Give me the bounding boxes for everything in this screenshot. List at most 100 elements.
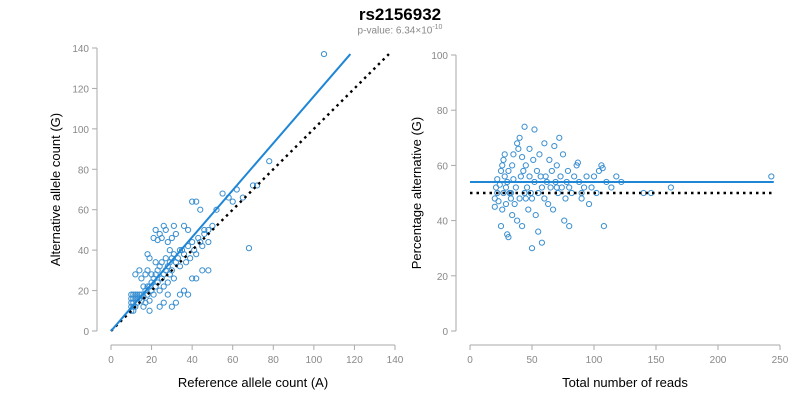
data-point [138,275,145,282]
data-point [546,156,553,163]
data-point [541,195,548,202]
data-point [583,173,590,180]
x-axis-title: Total number of reads [562,375,688,390]
data-point [184,226,192,234]
data-point [491,203,498,210]
data-point [199,243,206,250]
data-point [156,287,163,294]
y-tick-label: 80 [78,165,90,176]
y-tick-label: 60 [437,161,449,172]
data-point [193,275,200,282]
p-value-text: p-value: 6.34×10 [357,25,433,37]
data-point [184,291,192,298]
y-tick-label: 100 [72,125,89,136]
x-tick-label: 60 [227,355,239,366]
data-point [176,263,184,270]
data-point [512,184,519,191]
x-axis-title: Reference allele count (A) [178,375,328,390]
x-tick-label: 40 [187,355,199,366]
scatter-panel-left: 0 20 40 60 80 100 120 140 0 20 40 60 80 100 120 140 Refe… [48,44,404,390]
data-point [538,239,546,246]
data-point [538,184,546,191]
data-point [571,173,578,180]
y-axis-title: Percentage alternative (G) [409,117,424,269]
data-point [564,167,572,175]
x-tick-label: 120 [346,355,363,366]
data-point [253,182,261,189]
data-point [667,184,674,191]
x-tick-label: 20 [146,355,158,366]
data-point [518,223,526,230]
data-point [176,247,184,254]
x-tick-label: 0 [108,355,114,366]
data-point [525,206,532,213]
data-point [505,167,512,175]
data-point [494,189,501,197]
x-tick-label: 50 [526,355,538,366]
data-point [182,259,190,266]
data-point [152,226,159,234]
data-point [189,198,196,205]
data-point [150,291,157,298]
data-point [189,238,196,246]
y-tick-label: 40 [78,246,90,257]
data-point [526,173,533,180]
data-point [156,303,163,310]
data-point [499,206,506,213]
x-tick-label: 150 [648,355,665,366]
data-point [578,189,585,197]
data-point [514,217,521,224]
data-point [557,173,564,180]
data-point [193,251,200,258]
data-point [580,184,588,191]
p-value-exponent: -10 [432,24,443,31]
data-point [509,211,516,219]
data-point [527,189,534,197]
chart-title: rs2156932 [358,5,442,24]
x-tick-label: 100 [306,355,323,366]
p-value-subtitle: p-value: 6.34×10-10 [0,24,800,36]
data-point [530,156,537,163]
data-point [497,223,505,230]
data-point [245,245,253,252]
y-tick-label: 40 [437,217,449,228]
data-point [511,200,518,208]
data-point [249,182,257,189]
data-point [521,189,528,197]
data-point [142,271,149,278]
y-tick-label: 0 [442,327,448,338]
data-point [541,140,548,147]
data-point [172,230,180,238]
data-point [170,222,177,229]
data-point [549,206,557,213]
data-point [164,291,171,298]
data-point [536,151,543,158]
data-point [160,283,167,290]
x-tick-label: 250 [772,355,789,366]
data-point [522,195,529,202]
data-point [574,159,581,166]
data-point [556,134,563,141]
data-point [768,173,775,180]
y-tick-label: 20 [437,272,449,283]
data-point [162,255,169,262]
data-point [608,184,615,191]
data-point [140,283,147,290]
data-point [528,245,536,252]
y-tick-label: 0 [83,327,89,338]
reference-line [110,53,390,332]
data-point [542,173,549,180]
data-point [146,255,153,262]
data-point [566,184,573,191]
data-point [520,167,527,175]
data-point [213,206,220,213]
data-point [146,307,153,314]
data-point [537,173,544,180]
data-point [532,211,539,219]
data-point [547,184,554,191]
y-tick-label: 80 [437,106,449,117]
data-point [201,226,208,234]
data-point [209,222,216,229]
data-point [266,158,273,165]
